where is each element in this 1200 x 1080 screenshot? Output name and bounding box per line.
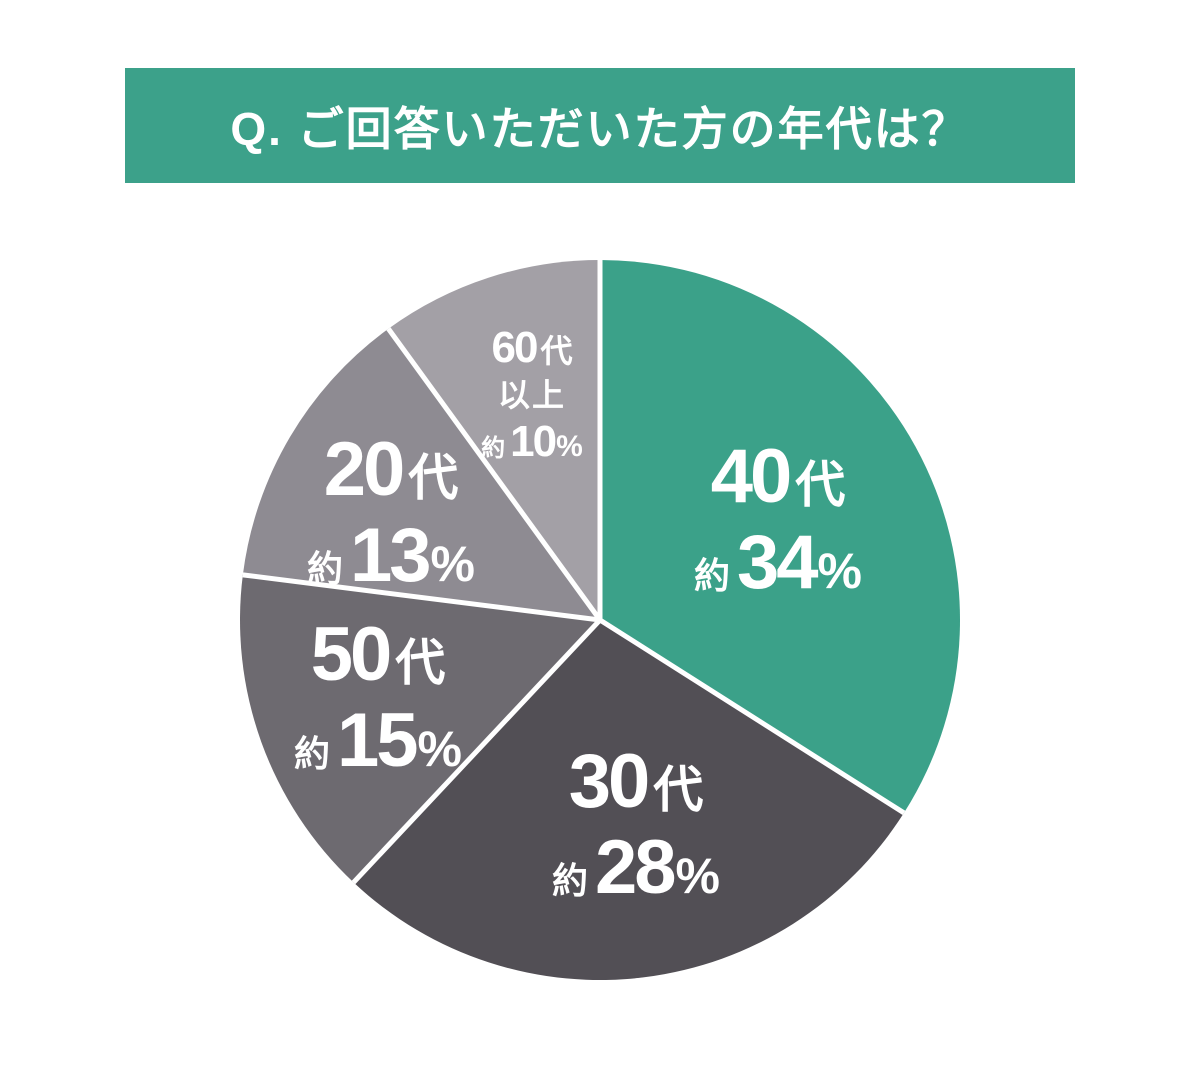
slice-separator xyxy=(242,572,601,623)
pie-slice-30s xyxy=(353,620,904,981)
chart-title: Q. ご回答いただいた方の年代は？ xyxy=(230,102,970,155)
pie-slice-20s xyxy=(242,328,600,620)
pie-slice-50s xyxy=(240,574,601,883)
slice-separator xyxy=(351,618,602,885)
pie-slice-60s-plus xyxy=(388,260,600,620)
slice-separator xyxy=(598,617,906,816)
slice-separator xyxy=(386,327,603,622)
title-banner: Q. ご回答いただいた方の年代は？ xyxy=(125,68,1075,183)
